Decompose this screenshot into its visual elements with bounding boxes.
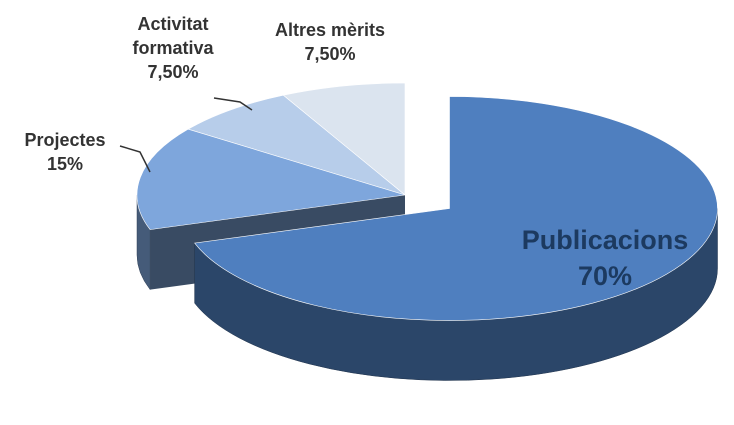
category-label: Projectes (24, 130, 106, 150)
slice-label: Altres mèrits 7,50% (245, 18, 415, 66)
slice-label: Projectes 15% (5, 128, 125, 176)
category-label: Publicacions (521, 225, 689, 255)
leader-line (119, 145, 151, 173)
value-label: 7,50% (147, 62, 199, 82)
slice-label: Activitat formativa 7,50% (118, 12, 228, 84)
slice (194, 96, 718, 321)
slice (282, 82, 406, 196)
value-label: 15% (46, 154, 84, 174)
value-label: 7,50% (304, 44, 356, 64)
value-label: 70% (577, 261, 633, 291)
slice-label: Publicacions 70% (490, 222, 720, 294)
category-label: Altres mèrits (274, 20, 386, 40)
category-label: Activitat formativa (132, 14, 214, 58)
slice (136, 128, 406, 230)
slice (187, 94, 406, 196)
leader-line (213, 97, 253, 111)
